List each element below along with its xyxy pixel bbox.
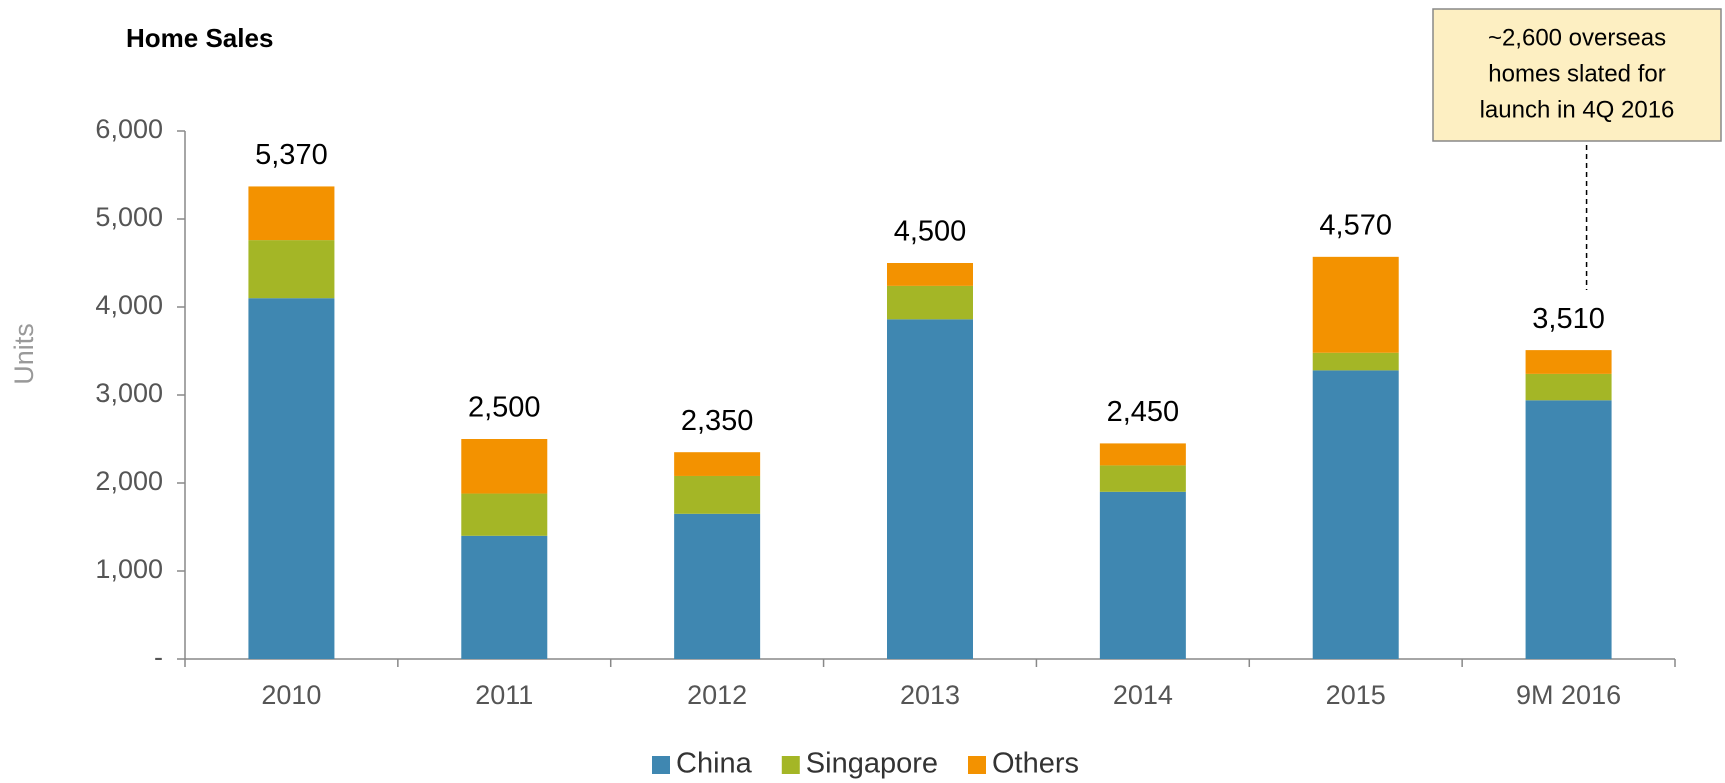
bar-segment xyxy=(461,439,548,494)
legend-swatch xyxy=(652,756,670,774)
bar-segment xyxy=(674,513,761,659)
bar-segment xyxy=(1099,465,1186,492)
bar-segment xyxy=(1312,256,1399,353)
y-tick-label: 2,000 xyxy=(95,466,163,496)
y-axis-label: Units xyxy=(9,323,39,385)
legend-label: Singapore xyxy=(806,748,938,780)
total-label: 2,500 xyxy=(468,392,541,424)
legend-swatch xyxy=(968,756,986,774)
annotation-text: launch in 4Q 2016 xyxy=(1480,96,1675,123)
bar-segment xyxy=(248,298,335,659)
y-tick-label: 1,000 xyxy=(95,554,163,584)
y-tick-label: 3,000 xyxy=(95,378,163,408)
bar-segment xyxy=(1099,491,1186,659)
bar-segment xyxy=(1525,350,1612,374)
chart-title: Home Sales xyxy=(126,23,273,53)
x-tick-label: 2010 xyxy=(261,680,321,710)
bar-segment xyxy=(674,452,761,476)
total-label: 4,570 xyxy=(1319,209,1392,241)
y-tick-label: 4,000 xyxy=(95,290,163,320)
legend-label: Others xyxy=(992,748,1079,780)
x-tick-label: 2014 xyxy=(1113,680,1173,710)
legend-swatch xyxy=(781,756,800,774)
total-label: 3,510 xyxy=(1532,303,1605,335)
bar-segment xyxy=(1525,373,1612,401)
x-tick-label: 2011 xyxy=(475,680,533,710)
bar-segment xyxy=(887,285,973,320)
y-tick-label: 5,000 xyxy=(95,202,163,232)
bar-segment xyxy=(1312,370,1399,659)
total-label: 2,450 xyxy=(1107,396,1180,428)
y-tick-label: 6,000 xyxy=(95,114,163,144)
total-label: 5,370 xyxy=(255,139,328,171)
bar-segment xyxy=(1525,400,1612,659)
bar-segment xyxy=(248,186,335,241)
bar-segment xyxy=(461,535,548,659)
legend-label: China xyxy=(676,748,753,780)
total-label: 4,500 xyxy=(894,216,967,248)
annotation-text: ~2,600 overseas xyxy=(1488,24,1666,51)
bar-segment xyxy=(248,240,335,299)
bar-segment xyxy=(674,475,761,514)
total-label: 2,350 xyxy=(681,405,754,437)
bar-segment xyxy=(887,319,973,659)
annotation-box xyxy=(1432,8,1722,142)
annotation-text: homes slated for xyxy=(1488,60,1665,87)
y-tick-label: - xyxy=(154,642,163,672)
bar-segment xyxy=(461,493,548,536)
bar-segment xyxy=(1312,352,1399,371)
x-tick-label: 2012 xyxy=(687,680,747,710)
bar-segment xyxy=(887,263,973,286)
x-tick-label: 2013 xyxy=(900,680,960,710)
x-tick-label: 9M 2016 xyxy=(1516,680,1621,710)
x-tick-label: 2015 xyxy=(1326,680,1386,710)
bar-segment xyxy=(1099,443,1186,466)
